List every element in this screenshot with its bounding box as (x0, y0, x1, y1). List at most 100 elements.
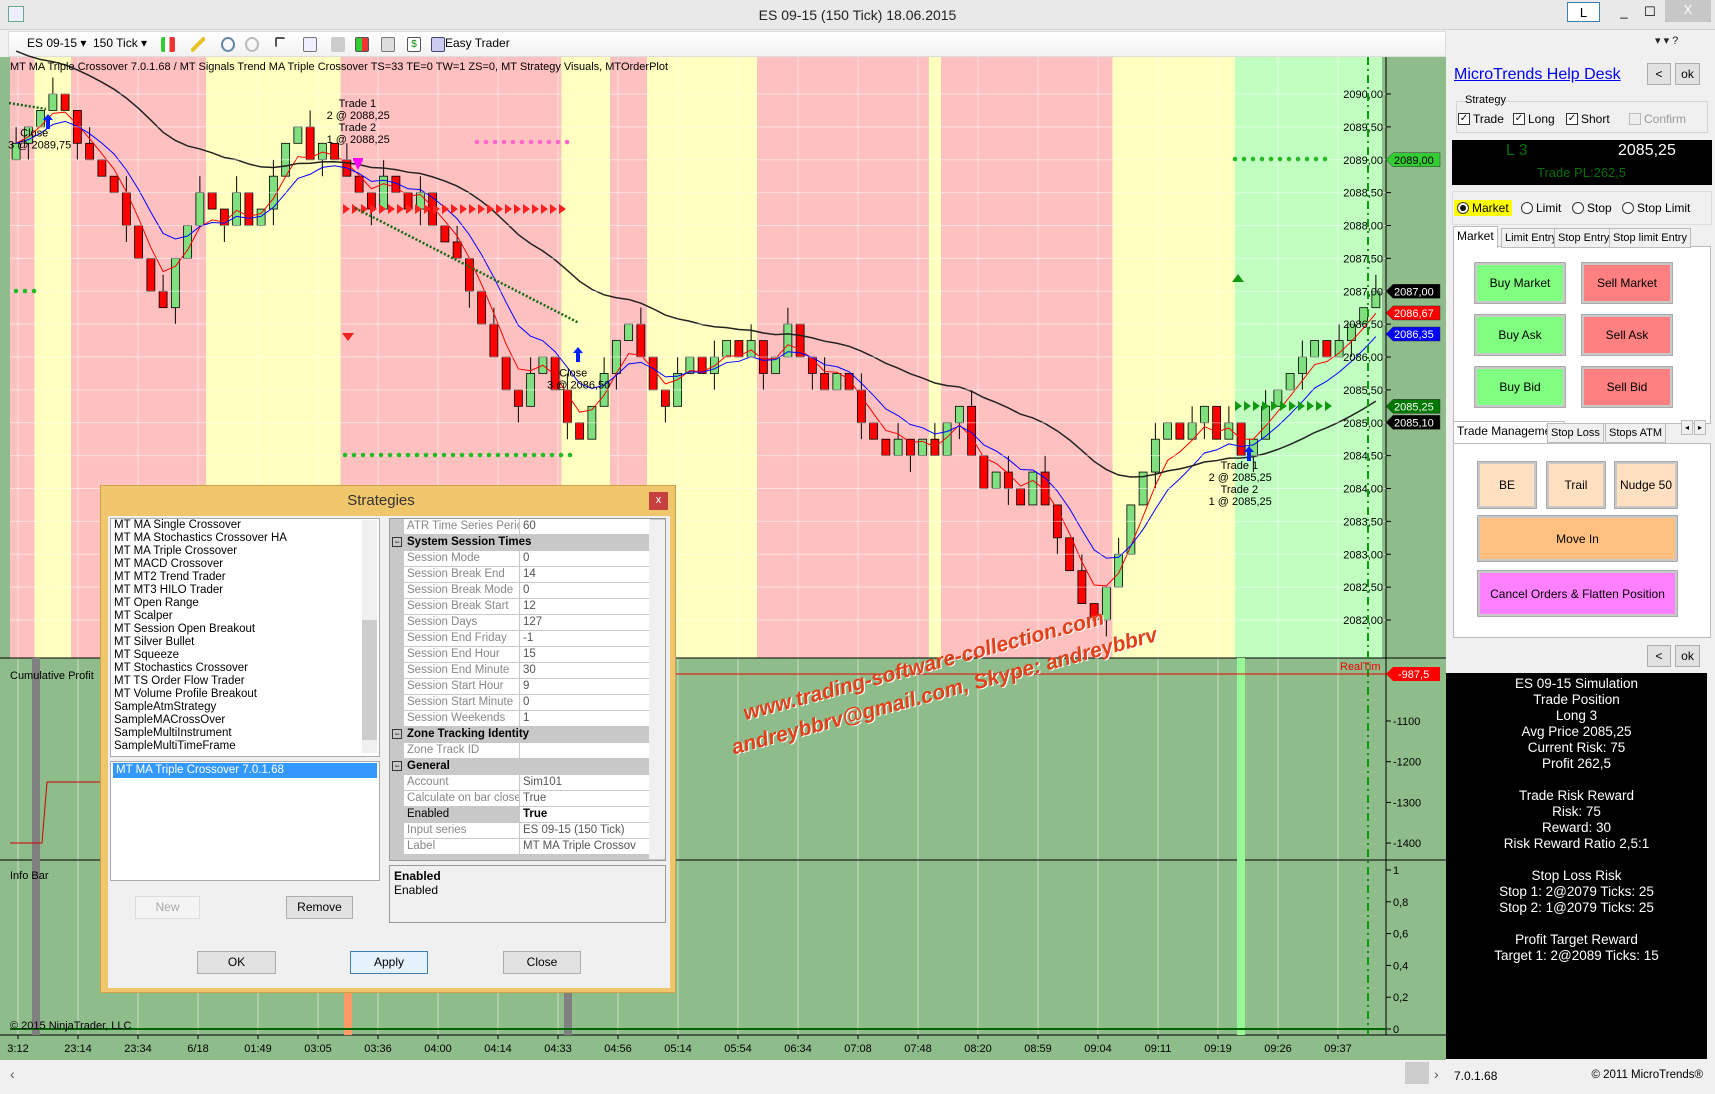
property-value[interactable]: 12 (520, 599, 650, 614)
checkbox-box[interactable]: ✓ (1513, 113, 1525, 125)
entry-tab-2[interactable]: Stop Entry (1554, 228, 1614, 248)
order-panel-icon[interactable] (431, 37, 445, 52)
management-tab-0[interactable]: Trade Management (1453, 421, 1566, 443)
checkbox-confirm[interactable]: Confirm (1629, 112, 1686, 126)
back-button[interactable]: < (1647, 63, 1671, 85)
candlestick-style-icon[interactable] (161, 37, 175, 52)
data-box-icon[interactable] (303, 37, 317, 52)
apply-button[interactable]: Apply (350, 951, 428, 974)
property-row[interactable]: Session Break Mode 0 (390, 583, 650, 599)
property-row[interactable]: Session Weekends 1 (390, 711, 650, 727)
property-row[interactable]: Input series ES 09-15 (150 Tick) (390, 823, 650, 839)
property-row[interactable]: Session End Minute 30 (390, 663, 650, 679)
strategy-list-item[interactable]: SampleAtmStrategy (114, 701, 217, 713)
tab-scroll-left[interactable]: ◂ (1681, 420, 1693, 435)
dialog-close-icon[interactable]: x (649, 492, 668, 510)
trail-button[interactable]: Trail (1546, 461, 1606, 509)
property-row[interactable]: Label MT MA Triple Crossov (390, 839, 650, 855)
breakeven-button[interactable]: BE (1477, 461, 1537, 509)
ok-button[interactable]: ok (1675, 63, 1700, 85)
property-row[interactable]: Session Start Hour 9 (390, 679, 650, 695)
property-value[interactable]: 30 (520, 663, 650, 678)
strategy-list-item[interactable]: SampleMACrossOver (114, 714, 226, 726)
strategy-list-item[interactable]: MT MA Triple Crossover (114, 545, 238, 557)
collapse-icon[interactable]: − (392, 729, 402, 739)
maximize-button[interactable]: ☐ (1644, 4, 1656, 19)
property-row[interactable]: Session End Friday -1 (390, 631, 650, 647)
ok-dialog-button[interactable]: OK (197, 951, 276, 974)
checkbox-box[interactable] (1629, 113, 1641, 125)
checkbox-short[interactable]: ✓ Short (1566, 112, 1610, 126)
active-strategy-item[interactable]: MT MA Triple Crossover 7.0.1.68 (113, 763, 377, 778)
checkbox-long[interactable]: ✓ Long (1513, 112, 1555, 126)
scroll-right-arrow[interactable]: › (1434, 1066, 1439, 1082)
remove-button[interactable]: Remove (286, 896, 353, 919)
strategy-list-item[interactable]: MT Session Open Breakout (114, 623, 256, 635)
property-value[interactable]: 15 (520, 647, 650, 662)
strategy-list-item[interactable]: MT MA Single Crossover (114, 519, 241, 531)
property-category[interactable]: − System Session Times (390, 535, 648, 551)
property-row[interactable]: Session Days 127 (390, 615, 650, 631)
order-type-stop[interactable]: Stop (1569, 200, 1615, 216)
active-strategies-list[interactable]: MT MA Triple Crossover 7.0.1.68 (110, 761, 380, 881)
panel-menu[interactable]: ▾ ▾ ? (1655, 35, 1679, 47)
order-type-limit[interactable]: Limit (1518, 200, 1564, 216)
sell-bid-button[interactable]: Sell Bid (1581, 366, 1673, 408)
property-value[interactable]: 0 (520, 583, 650, 598)
strategy-list-item[interactable]: MT MT3 HILO Trader (114, 584, 224, 596)
collapse-icon[interactable]: − (392, 537, 402, 547)
property-scrollbar[interactable] (649, 520, 665, 859)
property-value[interactable]: Sim101 (520, 775, 650, 790)
link-button[interactable]: L (1567, 2, 1600, 22)
property-value[interactable]: True (520, 807, 650, 822)
checkbox-box[interactable]: ✓ (1566, 113, 1578, 125)
move-in-button[interactable]: Move In (1477, 515, 1678, 562)
back-button-lower[interactable]: < (1647, 645, 1671, 667)
management-tab-2[interactable]: Stops ATM (1605, 423, 1666, 443)
scroll-left-arrow[interactable]: ‹ (10, 1066, 15, 1082)
zoom-in-icon[interactable] (221, 37, 235, 52)
indicators-icon[interactable] (381, 37, 395, 52)
sell-market-button[interactable]: Sell Market (1581, 262, 1673, 304)
property-value[interactable]: MT MA Triple Crossov (520, 839, 650, 854)
property-row[interactable]: Session Start Minute 0 (390, 695, 650, 711)
strategy-list-item[interactable]: MT Scalper (114, 610, 173, 622)
entry-tab-3[interactable]: Stop limit Entry (1609, 228, 1691, 248)
list-scroll-thumb[interactable] (362, 620, 377, 740)
close-button[interactable]: X (1665, 0, 1711, 22)
property-row[interactable]: Calculate on bar close True (390, 791, 650, 807)
available-strategies-list[interactable]: MT MA Single Crossover MT MA Stochastics … (110, 518, 380, 757)
pointer-icon[interactable] (275, 37, 285, 47)
properties-icon[interactable] (331, 37, 345, 52)
strategy-list-item[interactable]: MT MA Stochastics Crossover HA (114, 532, 287, 544)
close-dialog-button[interactable]: Close (503, 951, 581, 974)
strategy-list-item[interactable]: MT Squeeze (114, 649, 179, 661)
buy-market-button[interactable]: Buy Market (1474, 262, 1566, 304)
property-grid[interactable]: ATR Time Series Peric 60− System Session T… (389, 518, 666, 861)
cancel-flatten-button[interactable]: Cancel Orders & Flatten Position (1477, 570, 1678, 617)
sell-ask-button[interactable]: Sell Ask (1581, 314, 1673, 356)
strategy-list-item[interactable]: MT Volume Profile Breakout (114, 688, 257, 700)
checkbox-box[interactable]: ✓ (1458, 113, 1470, 125)
property-row[interactable]: ATR Time Series Peric 60 (390, 519, 650, 535)
radio-button[interactable] (1622, 202, 1634, 214)
property-category[interactable]: − General (390, 759, 648, 775)
radio-button[interactable] (1457, 202, 1469, 214)
help-desk-link[interactable]: MicroTrends Help Desk (1454, 66, 1621, 83)
buy-bid-button[interactable]: Buy Bid (1474, 366, 1566, 408)
property-row[interactable]: Zone Track ID (390, 743, 650, 759)
strategy-list-item[interactable]: SampleMultiTimeFrame (114, 740, 236, 752)
property-value[interactable]: True (520, 791, 650, 806)
entry-tab-1[interactable]: Limit Entry (1501, 228, 1561, 248)
radio-button[interactable] (1572, 202, 1584, 214)
strategy-list-item[interactable]: MT Open Range (114, 597, 199, 609)
strategies-icon[interactable] (355, 37, 369, 52)
management-tab-1[interactable]: Stop Loss (1547, 423, 1604, 443)
property-value[interactable]: 14 (520, 567, 650, 582)
property-value[interactable]: 60 (520, 519, 650, 534)
checkbox-trade[interactable]: ✓ Trade (1458, 112, 1504, 126)
property-row[interactable]: Session Mode 0 (390, 551, 650, 567)
entry-tab-0[interactable]: Market (1453, 226, 1498, 248)
property-value[interactable]: -1 (520, 631, 650, 646)
ok-button-lower[interactable]: ok (1675, 645, 1700, 667)
